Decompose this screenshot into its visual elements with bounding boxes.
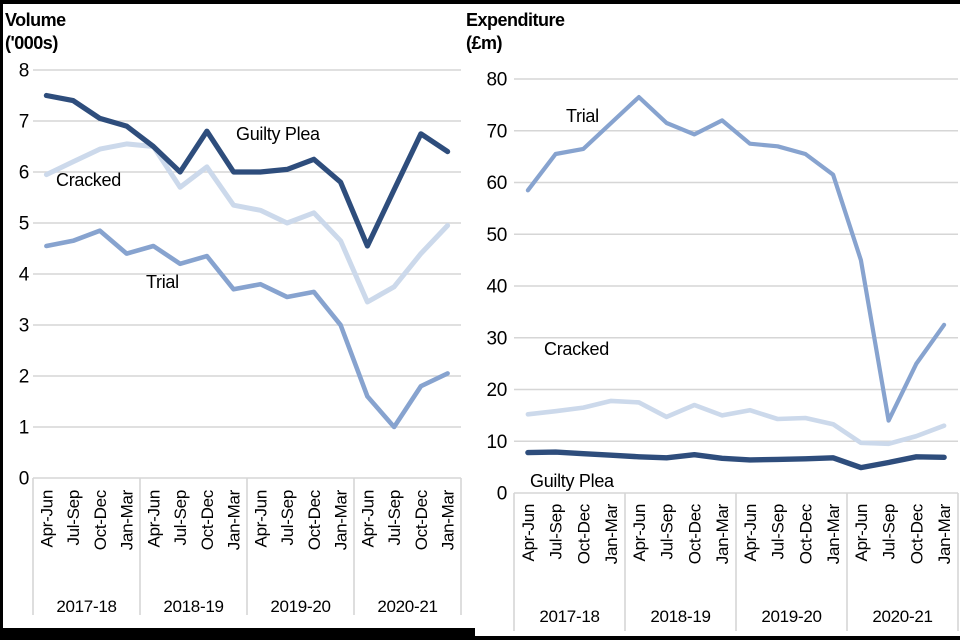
- x-year-label: 2020-21: [872, 607, 932, 626]
- frame-bar-bottom-left: [0, 628, 475, 640]
- y-tick-label: 30: [486, 328, 507, 349]
- x-quarter-label: Apr-Jun: [37, 490, 56, 547]
- expenditure-chart: 0 10 20 30 40 50 60 70 80 Apr-Jun Jul-Sep Oct-Dec Ja…: [486, 70, 959, 631]
- x-quarter-label: Apr-Jun: [144, 490, 163, 547]
- x-year-label: 2018-19: [163, 597, 223, 616]
- frame-bar-bottom-right: [475, 636, 960, 640]
- x-quarter-label: Oct-Dec: [412, 489, 431, 550]
- trial-series-label: Trial: [566, 106, 599, 126]
- x-quarter-label: Jul-Sep: [547, 504, 566, 560]
- y-tick-label: 2: [19, 367, 29, 388]
- x-quarter-label: Jan-Mar: [118, 489, 137, 550]
- expenditure-title-text: Expenditure: [466, 10, 565, 30]
- guilty-plea-series-label: Guilty Plea: [236, 124, 321, 144]
- y-tick-label: 6: [19, 163, 29, 184]
- x-quarter-label: Jan-Mar: [225, 489, 244, 550]
- x-quarter-label: Jul-Sep: [278, 490, 297, 546]
- volume-chart-title: Volume ('000s): [5, 9, 66, 54]
- volume-chart: 0 1 2 3 4 5 6 7 8 Apr-Jun Jul-Sep Oct-Dec Jan-Mar Apr…: [19, 61, 462, 616]
- x-quarter-label: Jan-Mar: [713, 503, 732, 564]
- volume-unit-text: ('000s): [5, 32, 58, 53]
- cracked-line: [43, 141, 451, 305]
- y-tick-label: 20: [486, 380, 507, 401]
- y-tick-label: 1: [19, 418, 29, 439]
- x-quarter-label: Oct-Dec: [796, 503, 815, 564]
- y-tick-label: 7: [19, 112, 29, 133]
- y-tick-label: 70: [486, 121, 507, 142]
- x-quarter-label: Jul-Sep: [385, 490, 404, 546]
- x-year-label: 2017-18: [539, 607, 599, 626]
- x-quarter-label: Oct-Dec: [685, 503, 704, 564]
- x-quarter-label: Jan-Mar: [824, 503, 843, 564]
- frame-bar-left: [0, 0, 3, 640]
- y-tick-label: 5: [19, 214, 29, 235]
- x-quarter-label: Oct-Dec: [91, 489, 110, 550]
- y-tick-label: 3: [19, 316, 29, 337]
- trial-series-label: Trial: [146, 272, 179, 292]
- x-quarter-label: Oct-Dec: [907, 503, 926, 564]
- x-year-label: 2020-21: [377, 597, 437, 616]
- guilty-plea-line: [525, 449, 947, 471]
- x-quarter-label: Jan-Mar: [439, 489, 458, 550]
- x-quarter-label: Jan-Mar: [332, 489, 351, 550]
- y-tick-label: 50: [486, 225, 507, 246]
- trial-line: [44, 228, 450, 430]
- expenditure-chart-title: Expenditure (£m): [466, 9, 565, 54]
- y-tick-label: 4: [19, 265, 30, 286]
- x-quarter-label: Jul-Sep: [769, 504, 788, 560]
- guilty-plea-series-label: Guilty Plea: [530, 471, 615, 491]
- x-year-label: 2018-19: [650, 607, 710, 626]
- guilty-plea-line: [43, 92, 451, 249]
- y-tick-label: 60: [486, 173, 507, 194]
- x-year-label: 2019-20: [761, 607, 821, 626]
- y-tick-label: 10: [486, 432, 507, 453]
- x-quarter-label: Oct-Dec: [574, 503, 593, 564]
- x-quarter-label: Jan-Mar: [935, 503, 954, 564]
- y-tick-label: 0: [497, 484, 507, 505]
- volume-title-text: Volume: [5, 10, 66, 30]
- x-quarter-label: Apr-Jun: [630, 504, 649, 561]
- x-quarter-label: Apr-Jun: [358, 490, 377, 547]
- x-quarter-label: Jul-Sep: [880, 504, 899, 560]
- cracked-series-label: Cracked: [56, 170, 121, 190]
- y-tick-label: 40: [486, 277, 507, 298]
- x-quarter-label: Oct-Dec: [198, 489, 217, 550]
- expenditure-unit-text: (£m): [466, 32, 503, 53]
- y-tick-label: 0: [19, 469, 29, 490]
- x-quarter-label: Jan-Mar: [602, 503, 621, 564]
- x-quarter-label: Apr-Jun: [852, 504, 871, 561]
- x-year-label: 2017-18: [56, 597, 116, 616]
- frame-bar-top: [0, 0, 960, 4]
- cracked-line: [525, 398, 947, 447]
- x-quarter-label: Apr-Jun: [519, 504, 538, 561]
- trial-line: [525, 94, 947, 423]
- y-tick-label: 80: [486, 70, 507, 91]
- x-quarter-label: Jul-Sep: [171, 490, 190, 546]
- x-year-label: 2019-20: [270, 597, 330, 616]
- y-tick-label: 8: [19, 61, 29, 82]
- x-quarter-label: Oct-Dec: [305, 489, 324, 550]
- x-quarter-label: Jul-Sep: [658, 504, 677, 560]
- x-quarter-label: Jul-Sep: [64, 490, 83, 546]
- x-quarter-label: Apr-Jun: [741, 504, 760, 561]
- x-quarter-label: Apr-Jun: [251, 490, 270, 547]
- cracked-series-label: Cracked: [544, 339, 609, 359]
